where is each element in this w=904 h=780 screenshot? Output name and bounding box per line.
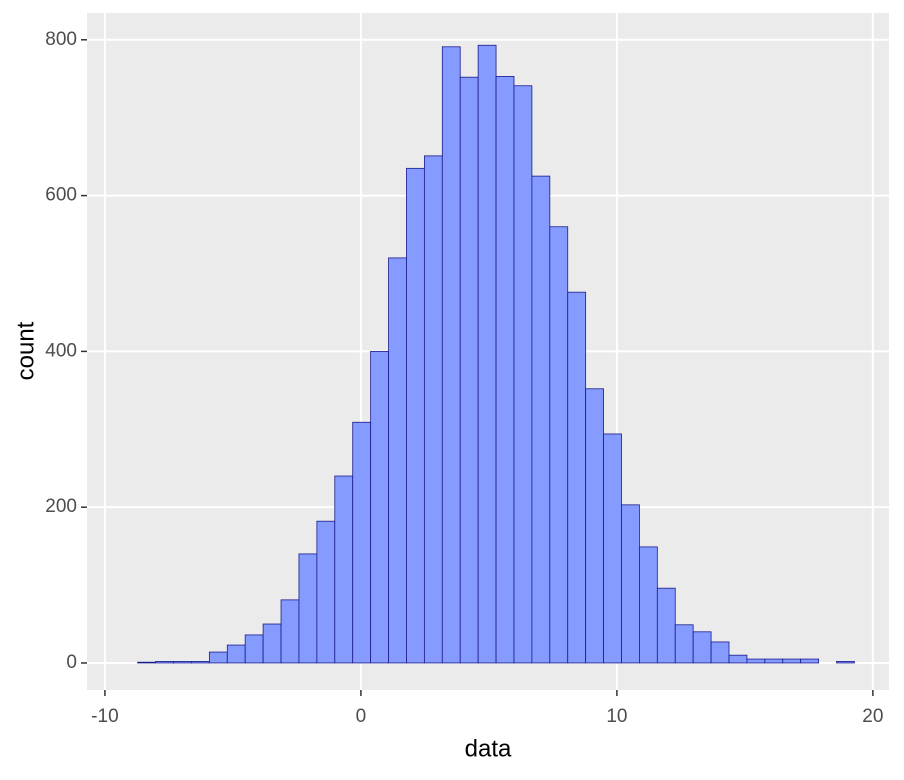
bar (836, 661, 855, 664)
bar (674, 624, 694, 664)
bar (531, 175, 551, 664)
bar (137, 661, 157, 664)
bar (656, 587, 676, 664)
bar (477, 44, 497, 664)
bar (155, 661, 174, 664)
bar (226, 644, 246, 664)
bar (280, 599, 300, 664)
y-axis-title: count (12, 321, 39, 380)
bar (208, 651, 228, 664)
bar (621, 504, 640, 664)
bar (423, 155, 443, 664)
bar (173, 661, 192, 664)
bar (567, 291, 587, 664)
bar (549, 226, 569, 664)
bar (764, 658, 784, 664)
bar (298, 553, 318, 664)
bar (406, 167, 425, 664)
bar (782, 658, 802, 664)
x-tick-label: 10 (606, 706, 627, 727)
bar (441, 46, 461, 664)
x-tick-label: 20 (862, 706, 883, 727)
x-tick-label: 0 (356, 706, 367, 727)
bar (513, 85, 533, 664)
y-tick-label: 800 (45, 29, 77, 50)
bar (244, 634, 264, 664)
y-tick-label: 0 (66, 652, 77, 673)
bar (262, 623, 282, 664)
x-axis-title: data (465, 735, 512, 762)
y-tick-label: 400 (45, 340, 77, 361)
bar (585, 388, 604, 664)
bar (370, 350, 389, 664)
bar (603, 433, 622, 664)
bar (710, 641, 730, 664)
bar (800, 658, 820, 664)
bar (639, 546, 658, 664)
bar (334, 475, 354, 664)
bar (191, 661, 210, 664)
bar (746, 658, 766, 664)
y-tick-label: 600 (45, 185, 77, 206)
bar (352, 421, 372, 664)
bar (728, 654, 748, 664)
bar (692, 631, 712, 664)
bar (495, 76, 515, 664)
bar (388, 257, 407, 664)
y-tick-label: 200 (45, 496, 77, 517)
bar (316, 520, 336, 664)
bar (459, 76, 479, 664)
x-tick-label: -10 (91, 706, 118, 727)
